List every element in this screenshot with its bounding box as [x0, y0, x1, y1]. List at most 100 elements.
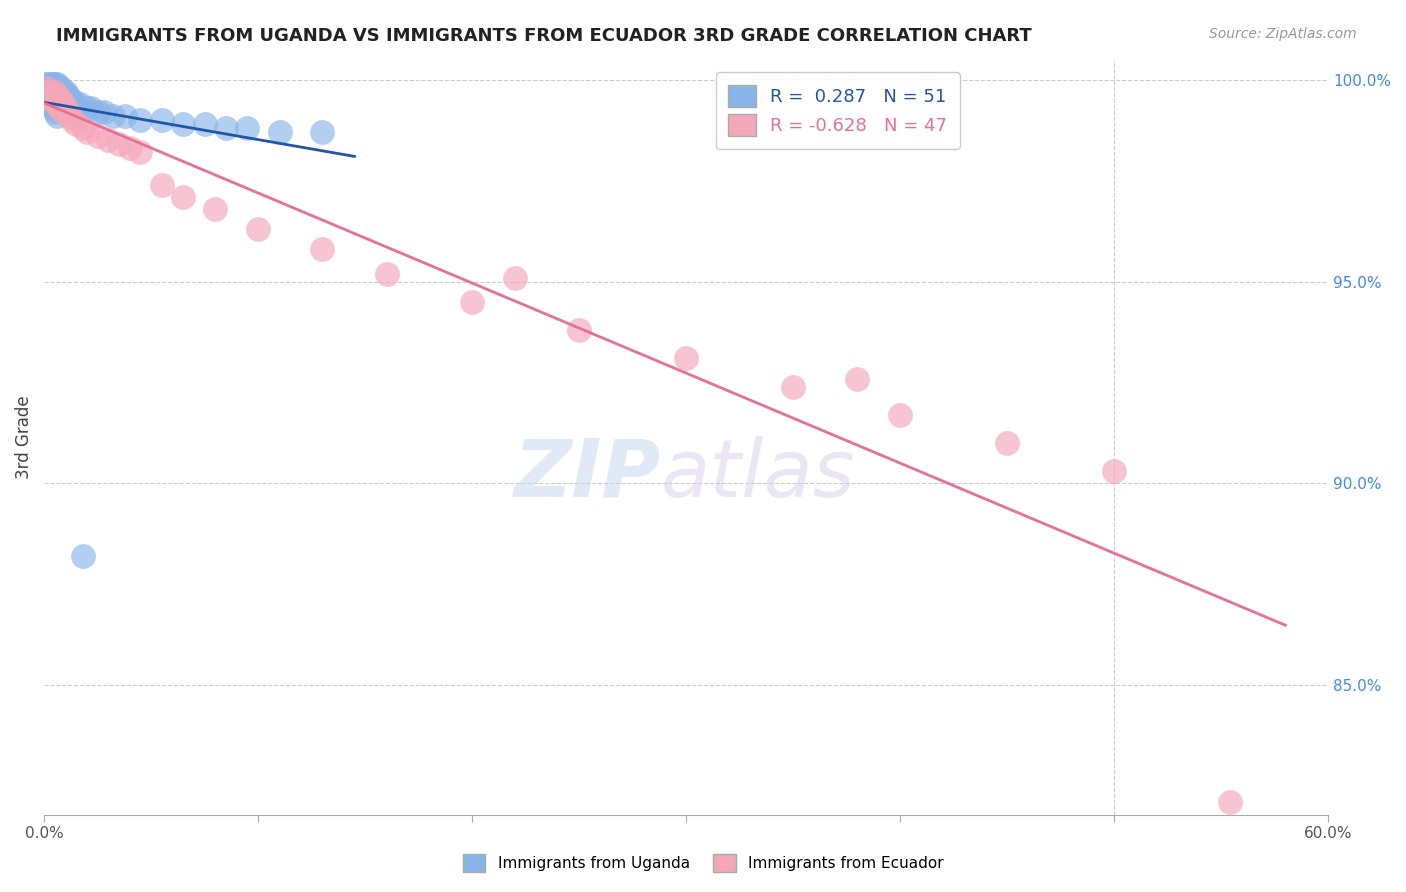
Point	[46, 97, 69, 112]
Point	[93, 105, 115, 120]
Point	[150, 113, 173, 128]
Point	[39, 77, 62, 91]
Point	[39, 93, 62, 107]
Point	[52, 85, 75, 99]
Point	[48, 93, 70, 107]
Point	[44, 89, 66, 103]
Point	[59, 93, 82, 107]
Point	[35, 80, 58, 95]
Point	[37, 85, 59, 99]
Point	[461, 294, 484, 309]
Point	[204, 202, 226, 216]
Point	[129, 113, 152, 128]
Point	[101, 109, 124, 123]
Point	[269, 125, 291, 139]
Point	[194, 117, 217, 131]
Point	[65, 117, 87, 131]
Point	[311, 243, 333, 257]
Text: atlas: atlas	[661, 436, 855, 514]
Point	[675, 351, 697, 366]
Point	[51, 80, 73, 95]
Point	[41, 80, 63, 95]
Point	[48, 89, 70, 103]
Point	[41, 101, 63, 115]
Point	[247, 222, 270, 236]
Point	[55, 89, 77, 103]
Point	[55, 101, 77, 115]
Point	[172, 117, 194, 131]
Point	[129, 145, 152, 160]
Point	[1219, 796, 1241, 810]
Text: IMMIGRANTS FROM UGANDA VS IMMIGRANTS FROM ECUADOR 3RD GRADE CORRELATION CHART: IMMIGRANTS FROM UGANDA VS IMMIGRANTS FRO…	[56, 27, 1032, 45]
Point	[60, 113, 83, 128]
Point	[46, 85, 69, 99]
Point	[44, 77, 66, 91]
Point	[503, 270, 526, 285]
Point	[39, 89, 62, 103]
Point	[46, 80, 69, 95]
Point	[37, 89, 59, 103]
Point	[150, 178, 173, 192]
Y-axis label: 3rd Grade: 3rd Grade	[15, 395, 32, 479]
Point	[55, 85, 77, 99]
Point	[172, 190, 194, 204]
Point	[37, 93, 59, 107]
Point	[44, 85, 66, 99]
Point	[41, 93, 63, 107]
Point	[86, 105, 108, 120]
Point	[114, 109, 136, 123]
Point	[782, 379, 804, 393]
Point	[76, 101, 98, 115]
Point	[86, 129, 108, 144]
Point	[375, 267, 398, 281]
Point	[44, 93, 66, 107]
Point	[52, 105, 75, 120]
Text: Source: ZipAtlas.com: Source: ZipAtlas.com	[1209, 27, 1357, 41]
Point	[37, 77, 59, 91]
Point	[41, 85, 63, 99]
Point	[59, 109, 82, 123]
Point	[37, 80, 59, 95]
Point	[44, 105, 66, 120]
Point	[56, 105, 79, 120]
Point	[51, 101, 73, 115]
Point	[72, 121, 94, 136]
Text: ZIP: ZIP	[513, 436, 661, 514]
Point	[39, 80, 62, 95]
Point	[52, 89, 75, 103]
Point	[76, 125, 98, 139]
Point	[52, 97, 75, 112]
Point	[80, 101, 103, 115]
Point	[846, 371, 869, 385]
Point	[48, 101, 70, 115]
Point	[995, 436, 1018, 450]
Point	[44, 80, 66, 95]
Point	[72, 549, 94, 563]
Point	[1102, 464, 1125, 478]
Point	[118, 141, 141, 155]
Point	[568, 323, 591, 337]
Point	[48, 80, 70, 95]
Point	[48, 85, 70, 99]
Point	[60, 93, 83, 107]
Point	[44, 89, 66, 103]
Point	[46, 109, 69, 123]
Point	[35, 77, 58, 91]
Point	[108, 137, 131, 152]
Point	[46, 89, 69, 103]
Point	[97, 133, 120, 147]
Point	[311, 125, 333, 139]
Point	[889, 408, 911, 422]
Point	[39, 85, 62, 99]
Point	[46, 77, 69, 91]
Point	[41, 89, 63, 103]
Point	[39, 97, 62, 112]
Point	[236, 121, 259, 136]
Point	[51, 93, 73, 107]
Point	[56, 89, 79, 103]
Point	[44, 85, 66, 99]
Legend: Immigrants from Uganda, Immigrants from Ecuador: Immigrants from Uganda, Immigrants from …	[456, 846, 950, 880]
Point	[35, 89, 58, 103]
Point	[215, 121, 238, 136]
Point	[65, 97, 87, 112]
